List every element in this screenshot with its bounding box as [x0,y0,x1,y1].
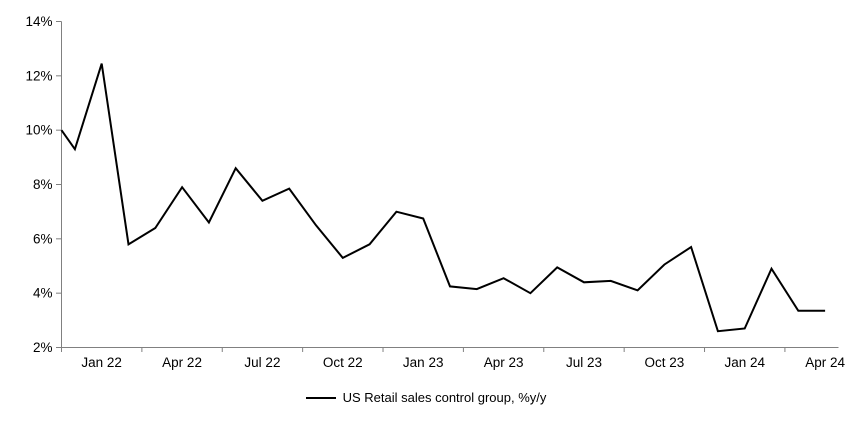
x-axis-tick-label: Jan 22 [81,355,122,370]
x-axis-tick-label: Jul 23 [566,355,602,370]
x-axis-tick-label: Apr 24 [805,355,845,370]
chart-legend: US Retail sales control group, %y/y [0,390,852,405]
y-axis-tick-label: 10% [25,123,52,138]
series-line [60,63,826,333]
x-axis-tick-label: Apr 23 [484,355,524,370]
y-axis-tick-label: 2% [33,340,53,355]
y-axis-tick-label: 14% [25,14,52,29]
x-axis-tick-label: Oct 23 [644,355,684,370]
x-axis-tick-label: Oct 22 [323,355,363,370]
y-axis-tick-label: 8% [33,177,53,192]
y-axis-tick-label: 4% [33,286,53,301]
x-axis-tick-label: Jan 23 [403,355,444,370]
legend-label: US Retail sales control group, %y/y [342,390,547,405]
y-axis-tick-label: 6% [33,231,53,246]
x-axis-tick-label: Jul 22 [244,355,280,370]
y-axis-tick-label: 12% [25,68,52,83]
x-axis-tick-label: Apr 22 [162,355,202,370]
legend-line-sample [305,396,336,399]
x-axis-tick-label: Jan 24 [724,355,765,370]
